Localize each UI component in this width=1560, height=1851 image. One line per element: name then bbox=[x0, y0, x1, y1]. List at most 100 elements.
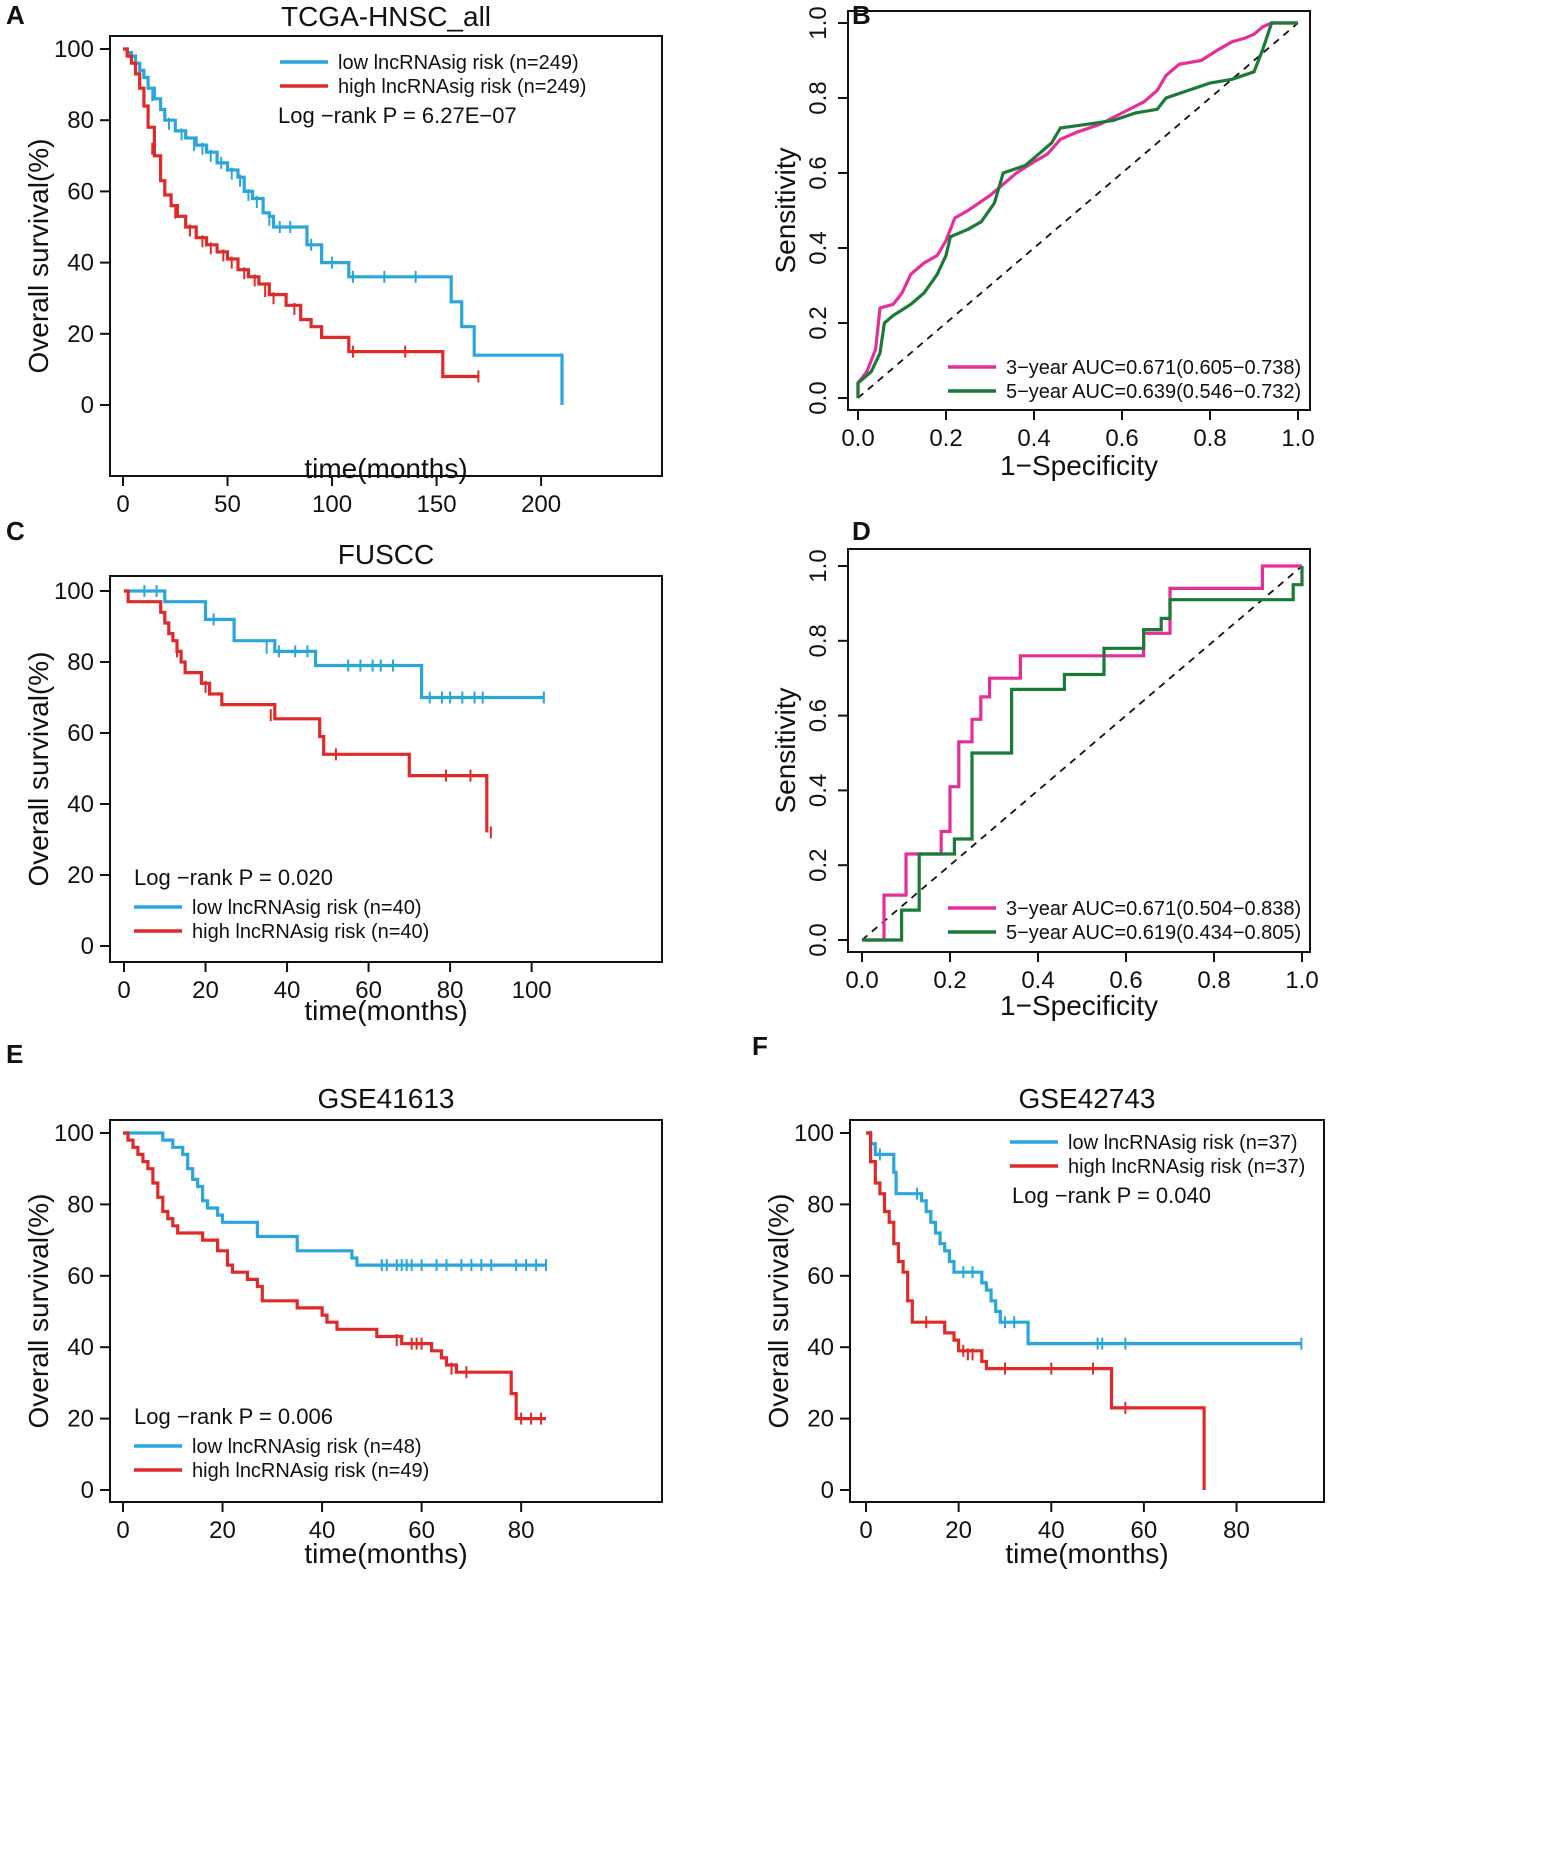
legend: low lncRNAsig risk (n=37)high lncRNAsig … bbox=[1010, 1132, 1305, 1178]
panel-letter: E bbox=[6, 1039, 23, 1069]
chart-title: FUSCC bbox=[338, 539, 434, 570]
reference-diagonal bbox=[861, 565, 1303, 941]
legend-label: low lncRNAsig risk (n=48) bbox=[192, 1436, 422, 1458]
series-five_year bbox=[856, 21, 1298, 398]
survival-curve bbox=[866, 1131, 1302, 1346]
legend: low lncRNAsig risk (n=40)high lncRNAsig … bbox=[134, 897, 429, 943]
y-axis-label: Sensitivity bbox=[770, 147, 801, 273]
logrank-pvalue: Log −rank P = 0.006 bbox=[134, 1404, 333, 1429]
x-tick-label: 0.8 bbox=[1193, 425, 1226, 452]
y-tick-label: 60 bbox=[67, 720, 94, 747]
reference-diagonal bbox=[857, 22, 1299, 399]
series-high bbox=[123, 47, 480, 383]
y-axis-label: Overall survival(%) bbox=[23, 139, 54, 374]
y-tick-label: 0.4 bbox=[805, 774, 832, 807]
panel-f: F GSE42743 0 20 40 60 80 0 20 40 60 80 100 time(month… bbox=[752, 1031, 1325, 1569]
y-tick-label: 0.4 bbox=[805, 231, 832, 264]
y-tick-label: 20 bbox=[67, 321, 94, 348]
y-tick-label: 100 bbox=[54, 36, 94, 63]
y-tick-label: 0.2 bbox=[805, 306, 832, 339]
survival-curve bbox=[123, 1131, 546, 1421]
y-tick-label: 80 bbox=[67, 649, 94, 676]
panel-letter: D bbox=[852, 516, 871, 546]
logrank-pvalue: Log −rank P = 6.27E−07 bbox=[278, 103, 517, 128]
y-tick-label: 40 bbox=[67, 250, 94, 277]
legend-label: low lncRNAsig risk (n=37) bbox=[1068, 1132, 1298, 1154]
x-tick-label: 0.2 bbox=[929, 425, 962, 452]
legend: 3−year AUC=0.671(0.504−0.838)5−year AUC=… bbox=[948, 898, 1301, 944]
x-tick-label: 0 bbox=[859, 1517, 872, 1544]
x-axis-label: time(months) bbox=[1005, 1538, 1168, 1569]
x-tick-label: 80 bbox=[437, 977, 464, 1004]
x-tick-label: 40 bbox=[309, 1517, 336, 1544]
x-tick-label: 80 bbox=[1223, 1517, 1250, 1544]
y-tick-label: 0.0 bbox=[805, 381, 832, 414]
x-tick-label: 0 bbox=[116, 491, 129, 518]
logrank-pvalue: Log −rank P = 0.020 bbox=[134, 865, 333, 890]
y-tick-label: 80 bbox=[67, 107, 94, 134]
y-axis-label: Sensitivity bbox=[770, 687, 801, 813]
x-tick-label: 80 bbox=[508, 1517, 535, 1544]
plot-frame bbox=[847, 10, 1311, 411]
survival-curve bbox=[124, 589, 544, 700]
y-tick-label: 100 bbox=[54, 1120, 94, 1147]
y-tick-label: 0.8 bbox=[805, 81, 832, 114]
legend-label: low lncRNAsig risk (n=249) bbox=[338, 52, 579, 74]
x-axis-label: time(months) bbox=[304, 453, 467, 484]
y-tick-label: 0 bbox=[81, 1477, 94, 1504]
x-axis-label: 1−Specificity bbox=[1000, 450, 1158, 481]
y-tick-label: 0.6 bbox=[805, 156, 832, 189]
legend-label: high lncRNAsig risk (n=37) bbox=[1068, 1156, 1305, 1178]
y-tick-label: 80 bbox=[67, 1191, 94, 1218]
y-tick-label: 40 bbox=[67, 791, 94, 818]
roc-curve bbox=[862, 566, 1304, 942]
y-tick-label: 20 bbox=[807, 1406, 834, 1433]
x-tick-label: 0.0 bbox=[845, 967, 878, 994]
panel-c: C FUSCC 0 20 40 60 80 100 0 20 40 60 80 100 time(month… bbox=[6, 516, 663, 1026]
x-tick-label: 0.6 bbox=[1109, 967, 1142, 994]
y-tick-label: 100 bbox=[54, 578, 94, 605]
legend-label: high lncRNAsig risk (n=249) bbox=[338, 76, 586, 98]
x-tick-label: 0.4 bbox=[1021, 967, 1054, 994]
panel-e: E GSE41613 0 20 40 60 80 0 20 40 60 80 100 time(month… bbox=[6, 1039, 663, 1569]
x-tick-label: 40 bbox=[274, 977, 301, 1004]
roc-curve bbox=[862, 564, 1302, 942]
y-tick-label: 80 bbox=[807, 1191, 834, 1218]
x-axis-label: time(months) bbox=[304, 995, 467, 1026]
series-three_year bbox=[862, 564, 1302, 942]
plot-frame bbox=[849, 1119, 1325, 1503]
logrank-pvalue: Log −rank P = 0.040 bbox=[1012, 1183, 1211, 1208]
y-tick-label: 100 bbox=[794, 1120, 834, 1147]
legend: low lncRNAsig risk (n=249)high lncRNAsig… bbox=[280, 52, 586, 98]
survival-curve bbox=[124, 589, 489, 833]
x-tick-label: 60 bbox=[408, 1517, 435, 1544]
legend: 3−year AUC=0.671(0.605−0.738)5−year AUC=… bbox=[948, 357, 1301, 403]
y-axis-label: Overall survival(%) bbox=[23, 1194, 54, 1429]
y-tick-label: 1.0 bbox=[805, 6, 832, 39]
y-tick-label: 40 bbox=[67, 1334, 94, 1361]
survival-curve bbox=[123, 47, 564, 405]
legend-label: 5−year AUC=0.639(0.546−0.732) bbox=[1006, 381, 1301, 403]
series-high bbox=[124, 589, 492, 839]
y-tick-label: 0.8 bbox=[805, 624, 832, 657]
y-tick-label: 20 bbox=[67, 862, 94, 889]
y-tick-label: 0 bbox=[81, 933, 94, 960]
y-tick-label: 0 bbox=[821, 1477, 834, 1504]
x-tick-label: 60 bbox=[355, 977, 382, 1004]
y-tick-label: 0 bbox=[81, 392, 94, 419]
x-axis-label: time(months) bbox=[304, 1538, 467, 1569]
panel-letter: C bbox=[6, 516, 25, 546]
x-tick-label: 40 bbox=[1038, 1517, 1065, 1544]
panel-letter: A bbox=[6, 0, 25, 30]
chart-title: TCGA-HNSC_all bbox=[281, 1, 491, 32]
panel-d: D 0.0 0.2 0.4 0.6 0.8 1.0 0.0 0.2 0.4 0.6 0.8 1.0 1−S… bbox=[770, 516, 1319, 1021]
chart-title: GSE41613 bbox=[318, 1083, 455, 1114]
legend-label: 5−year AUC=0.619(0.434−0.805) bbox=[1006, 922, 1301, 944]
roc-curve bbox=[856, 21, 1298, 398]
plot-frame bbox=[109, 35, 663, 477]
x-tick-label: 20 bbox=[192, 977, 219, 1004]
x-axis-label: 1−Specificity bbox=[1000, 990, 1158, 1021]
x-tick-label: 1.0 bbox=[1281, 425, 1314, 452]
legend-label: high lncRNAsig risk (n=49) bbox=[192, 1460, 429, 1482]
y-tick-label: 1.0 bbox=[805, 549, 832, 582]
